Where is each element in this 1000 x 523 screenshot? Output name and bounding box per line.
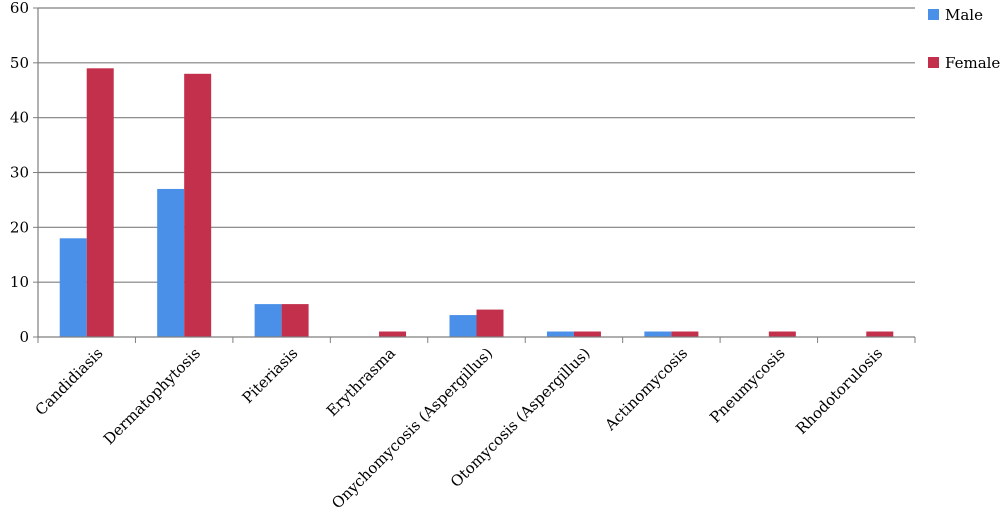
axes — [37, 8, 916, 343]
bar-female — [281, 304, 309, 337]
legend-swatch-male — [928, 9, 939, 20]
x-tick-label: Pneumycosis — [706, 344, 788, 426]
bar-female — [184, 73, 212, 338]
x-tick-label: Erythrasma — [323, 344, 399, 420]
bar-female — [86, 68, 114, 338]
y-tick-label: 50 — [10, 54, 29, 72]
x-tick-label: Onychomycosis (Aspergillus) — [328, 344, 496, 512]
bar-female — [866, 331, 894, 337]
bar-female — [476, 309, 504, 337]
y-axis-ticks: 0 10 20 30 40 50 60 — [10, 0, 38, 346]
bars — [59, 68, 894, 338]
legend-swatch-female — [928, 57, 939, 68]
x-tick-label: Candidiasis — [32, 344, 107, 419]
y-tick-label: 10 — [10, 273, 29, 291]
bar-male — [254, 304, 282, 337]
legend: Male Female — [928, 6, 1000, 72]
bar-male — [644, 331, 672, 337]
y-tick-label: 30 — [10, 164, 29, 182]
y-tick-label: 40 — [10, 109, 29, 127]
y-tick-label: 20 — [10, 218, 29, 236]
legend-label-female: Female — [945, 54, 1000, 72]
bar-female — [573, 331, 601, 337]
x-tick-label: Dermatophytosis — [100, 344, 204, 448]
bar-female — [379, 331, 407, 337]
x-tick-label: Rhodotorulosis — [792, 344, 886, 438]
bar-female — [671, 331, 699, 337]
x-tick-label: Piteriasis — [239, 344, 302, 407]
bar-male — [546, 331, 574, 337]
bar-male — [449, 315, 477, 337]
bar-female — [768, 331, 796, 337]
bar-male — [157, 188, 185, 337]
y-tick-label: 60 — [10, 0, 29, 17]
bar-male — [59, 238, 87, 337]
legend-label-male: Male — [945, 6, 983, 24]
x-tick-label: Actinomycosis — [601, 344, 692, 435]
y-tick-label: 0 — [19, 328, 29, 346]
